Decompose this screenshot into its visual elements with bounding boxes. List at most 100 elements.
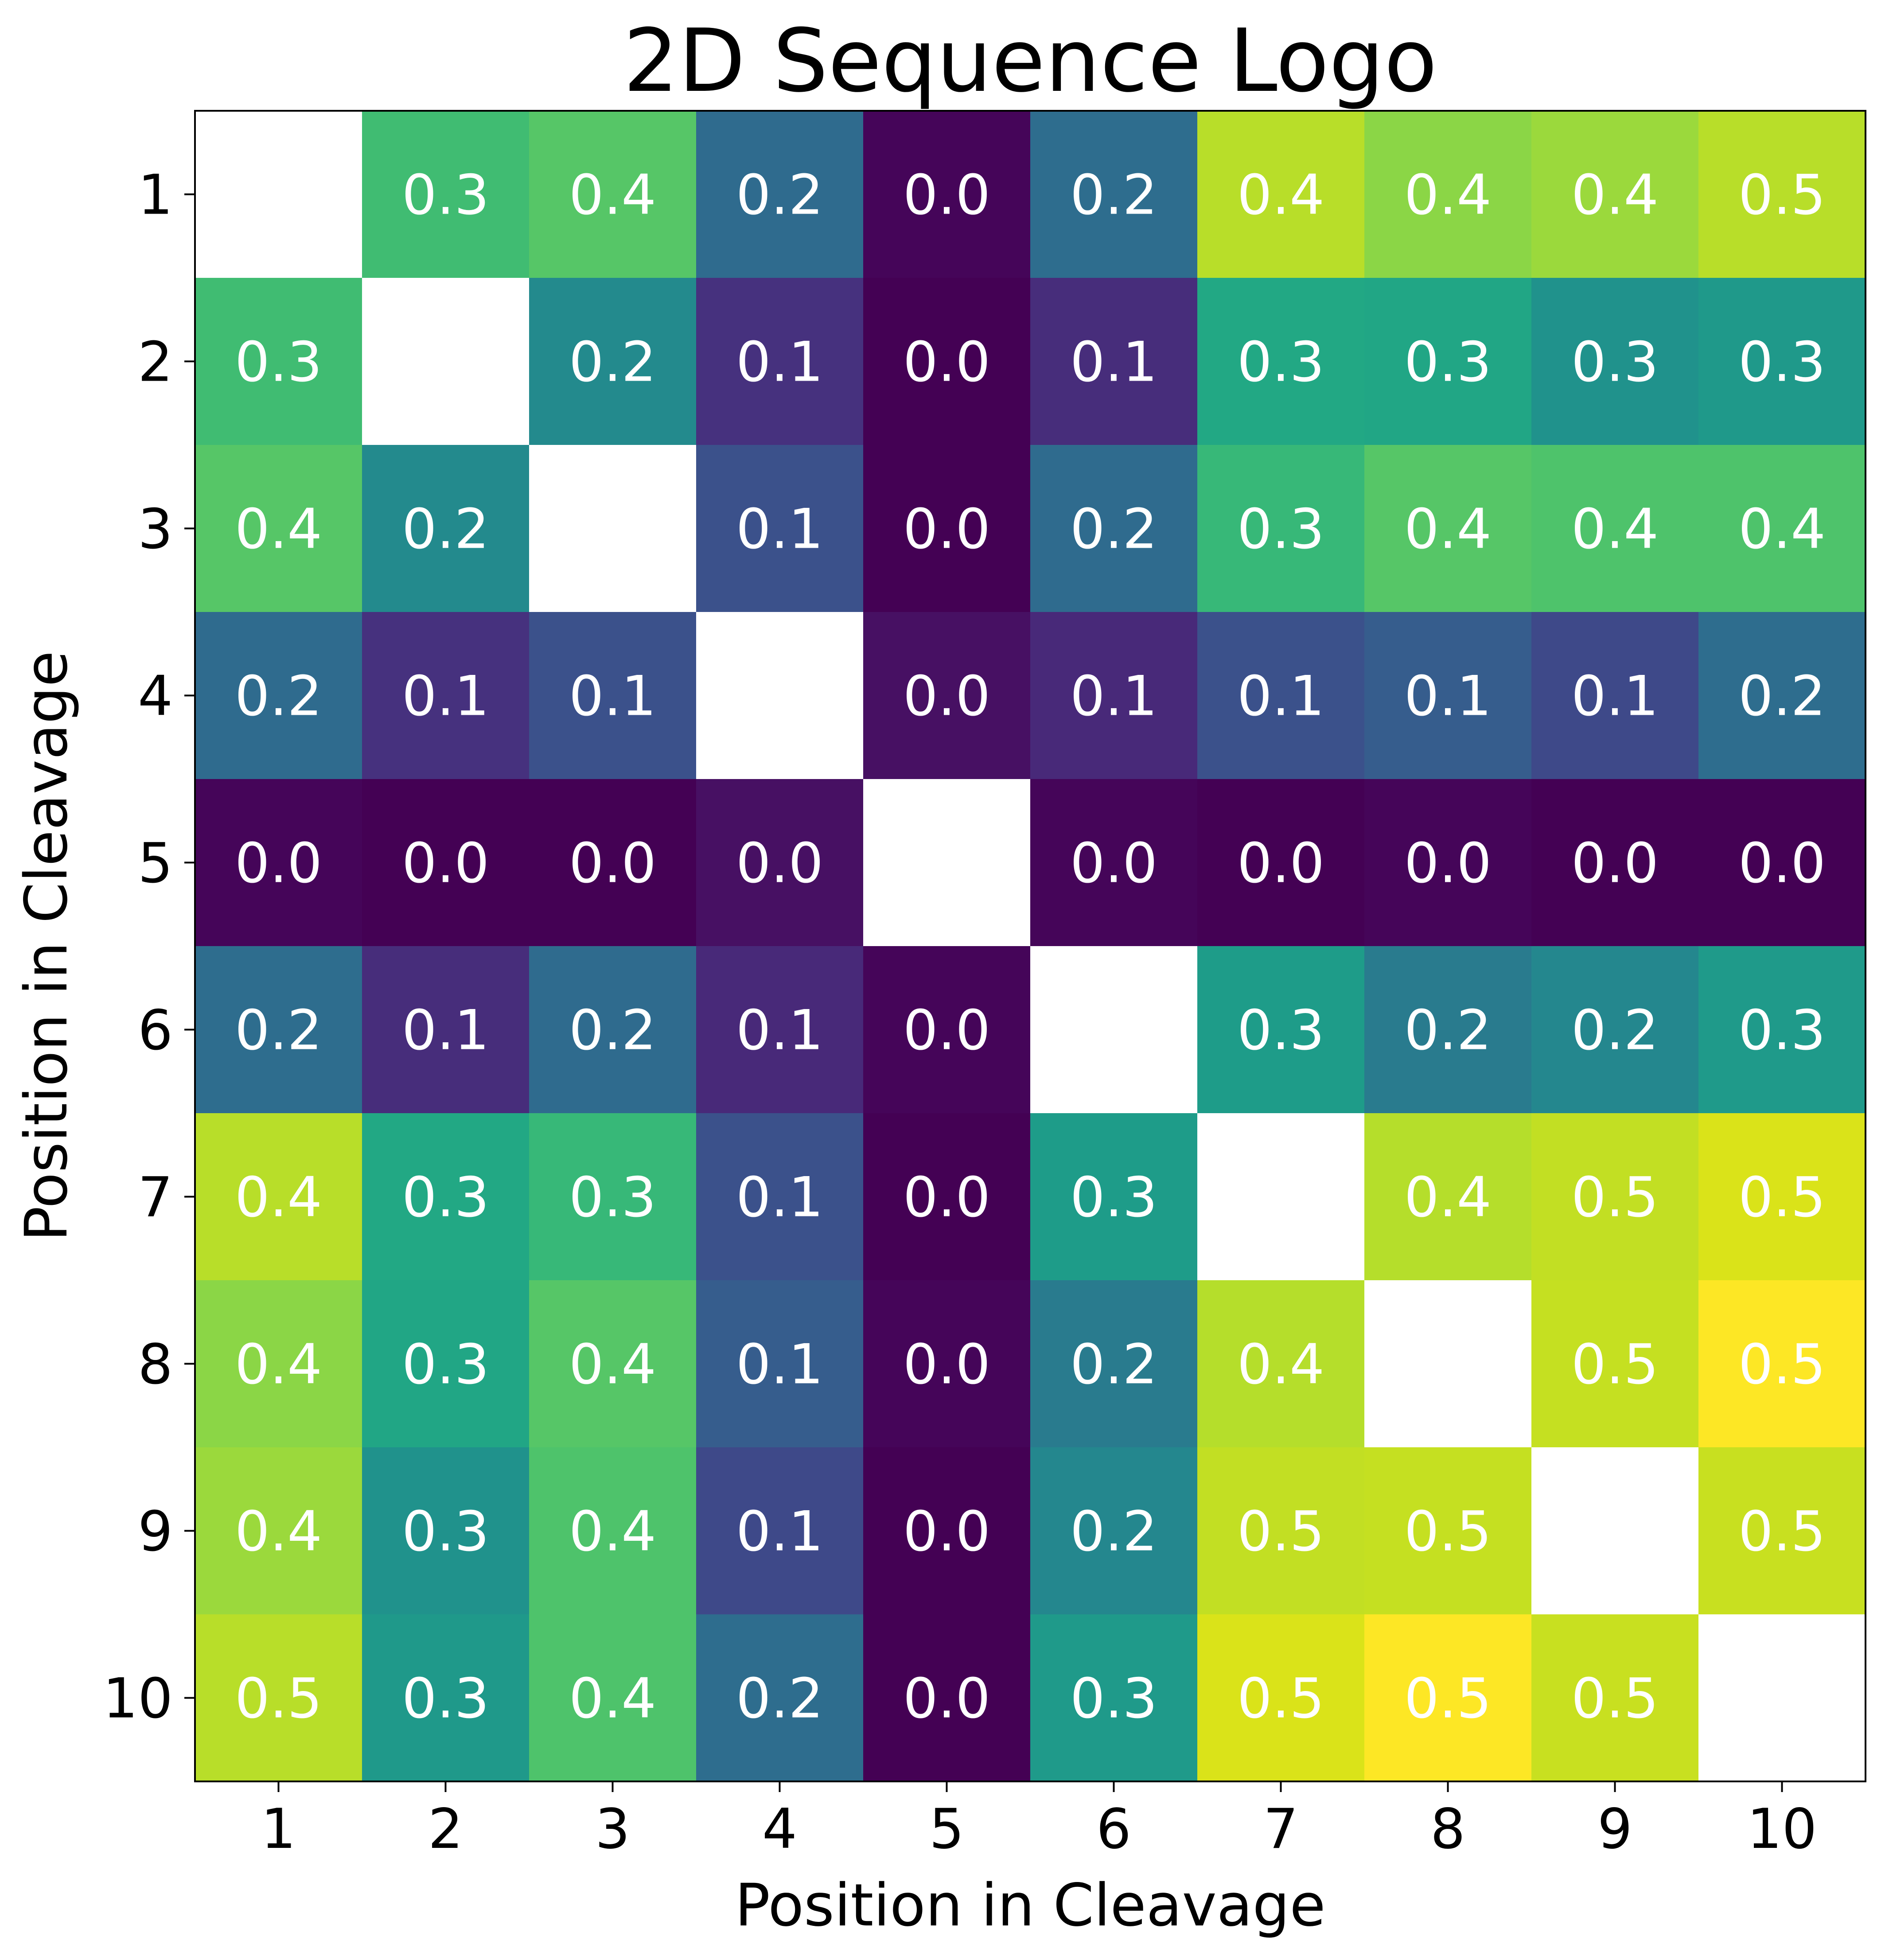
heatmap-value-label: 0.0 xyxy=(1404,832,1492,896)
heatmap-value-label: 0.4 xyxy=(1237,1333,1324,1397)
heatmap-cell xyxy=(362,1614,530,1782)
heatmap-cell-masked xyxy=(195,111,362,278)
y-tick-label: 2 xyxy=(138,331,173,394)
heatmap-value-label: 0.4 xyxy=(1237,164,1324,227)
heatmap-value-label: 0.3 xyxy=(402,164,489,227)
heatmap-value-label: 0.3 xyxy=(1070,1667,1157,1731)
x-axis-ticks: 1 2 3 4 5 6 7 8 9 10 xyxy=(261,1781,1817,1861)
heatmap-cell xyxy=(696,946,864,1114)
heatmap-value-label: 0.3 xyxy=(1738,999,1826,1063)
heatmap-value-label: 0.0 xyxy=(402,832,489,896)
heatmap-cell xyxy=(1364,445,1532,612)
heatmap-cell-masked xyxy=(1197,1113,1365,1281)
heatmap-cell xyxy=(1364,612,1532,779)
heatmap-cell xyxy=(696,1447,864,1615)
heatmap-cell xyxy=(362,1447,530,1615)
y-axis-label: Position in Cleavage xyxy=(12,651,81,1241)
heatmap-cell xyxy=(696,1614,864,1782)
heatmap-cell-masked xyxy=(1364,1280,1532,1448)
heatmap-cell xyxy=(1531,779,1699,947)
heatmap-cell xyxy=(529,1614,697,1782)
heatmap-cell xyxy=(1197,946,1365,1114)
x-tick-label: 8 xyxy=(1430,1797,1465,1861)
heatmap-cell xyxy=(362,779,530,947)
heatmap-value-label: 0.3 xyxy=(402,1667,489,1731)
heatmap-value-label: 0.0 xyxy=(1571,832,1659,896)
heatmap-cell xyxy=(529,1447,697,1615)
heatmap-value-label: 0.2 xyxy=(569,999,656,1063)
heatmap-value-label: 0.3 xyxy=(235,331,322,394)
y-axis-ticks: 1 2 3 4 5 6 7 8 9 10 xyxy=(103,164,195,1731)
heatmap-cell xyxy=(1698,1280,1866,1448)
heatmap-cell xyxy=(1364,111,1532,278)
heatmap-cell-masked xyxy=(1030,946,1198,1114)
heatmap-value-label: 0.0 xyxy=(1070,832,1157,896)
heatmap-cell xyxy=(1364,1113,1532,1281)
heatmap-cell xyxy=(1197,445,1365,612)
heatmap-cell xyxy=(863,1614,1031,1782)
heatmap-cell xyxy=(195,278,362,445)
x-tick-label: 5 xyxy=(929,1797,964,1861)
heatmap-value-label: 0.2 xyxy=(736,164,823,227)
heatmap-cell xyxy=(863,278,1031,445)
heatmap-value-label: 0.1 xyxy=(1070,331,1157,394)
plot-frame xyxy=(194,110,1866,1782)
heatmap-value-label: 0.0 xyxy=(1738,832,1826,896)
heatmap-cell xyxy=(362,1280,530,1448)
heatmap-cell xyxy=(863,111,1031,278)
x-tick-label: 4 xyxy=(762,1797,797,1861)
y-tick-label: 1 xyxy=(138,164,173,227)
heatmap-value-label: 0.2 xyxy=(402,498,489,561)
heatmap-value-label: 0.3 xyxy=(402,1333,489,1397)
heatmap-value-label: 0.0 xyxy=(235,832,322,896)
heatmap-value-label: 0.3 xyxy=(569,1166,656,1230)
heatmap-cell xyxy=(1698,612,1866,779)
heatmap-cell xyxy=(696,445,864,612)
heatmap-value-label: 0.2 xyxy=(569,331,656,394)
heatmap-value-label: 0.0 xyxy=(903,665,990,729)
x-tick-label: 1 xyxy=(261,1797,296,1861)
heatmap-value-label: 0.3 xyxy=(1738,331,1826,394)
heatmap-cell xyxy=(1698,1113,1866,1281)
heatmap-value-label: 0.0 xyxy=(903,1500,990,1564)
y-tick-label: 9 xyxy=(138,1500,173,1564)
heatmap-value-label: 0.1 xyxy=(736,999,823,1063)
heatmap-cell xyxy=(1698,1447,1866,1615)
heatmap-cell xyxy=(1531,1614,1699,1782)
heatmap-value-label: 0.1 xyxy=(1070,665,1157,729)
heatmap-cell xyxy=(195,1447,362,1615)
heatmap-cell xyxy=(1531,1113,1699,1281)
y-tick-label: 7 xyxy=(138,1166,173,1230)
heatmap-value-label: 0.1 xyxy=(569,665,656,729)
heatmap-cell xyxy=(1030,1614,1198,1782)
heatmap-value-label: 0.2 xyxy=(1738,665,1826,729)
chart-title: 2D Sequence Logo xyxy=(623,11,1437,112)
x-tick-label: 2 xyxy=(428,1797,463,1861)
heatmap-cell xyxy=(362,445,530,612)
heatmap-cell xyxy=(863,946,1031,1114)
heatmap-cell xyxy=(1698,278,1866,445)
heatmap-value-label: 0.0 xyxy=(903,498,990,561)
heatmap-value-label: 0.4 xyxy=(569,164,656,227)
heatmap-cell xyxy=(362,1113,530,1281)
heatmap-cell xyxy=(1698,779,1866,947)
heatmap-cell xyxy=(1698,445,1866,612)
heatmap-value-label: 0.1 xyxy=(736,331,823,394)
heatmap-cell-masked xyxy=(1698,1614,1866,1782)
heatmap-cell xyxy=(1197,779,1365,947)
heatmap-value-label: 0.0 xyxy=(1237,832,1324,896)
x-tick-label: 7 xyxy=(1263,1797,1298,1861)
heatmap-cell xyxy=(1364,278,1532,445)
heatmap-value-label: 0.0 xyxy=(569,832,656,896)
heatmap-cell xyxy=(863,1447,1031,1615)
heatmap-cell xyxy=(362,612,530,779)
heatmap-value-label: 0.5 xyxy=(1571,1166,1659,1230)
heatmap-value-label: 0.2 xyxy=(1404,999,1492,1063)
heatmap-cell-masked xyxy=(863,779,1031,947)
heatmap-value-label: 0.0 xyxy=(736,832,823,896)
heatmap-value-label: 0.4 xyxy=(1571,498,1659,561)
heatmap-value-label: 0.0 xyxy=(903,999,990,1063)
heatmap-cells xyxy=(195,111,1866,1782)
heatmap-value-label: 0.4 xyxy=(1404,164,1492,227)
